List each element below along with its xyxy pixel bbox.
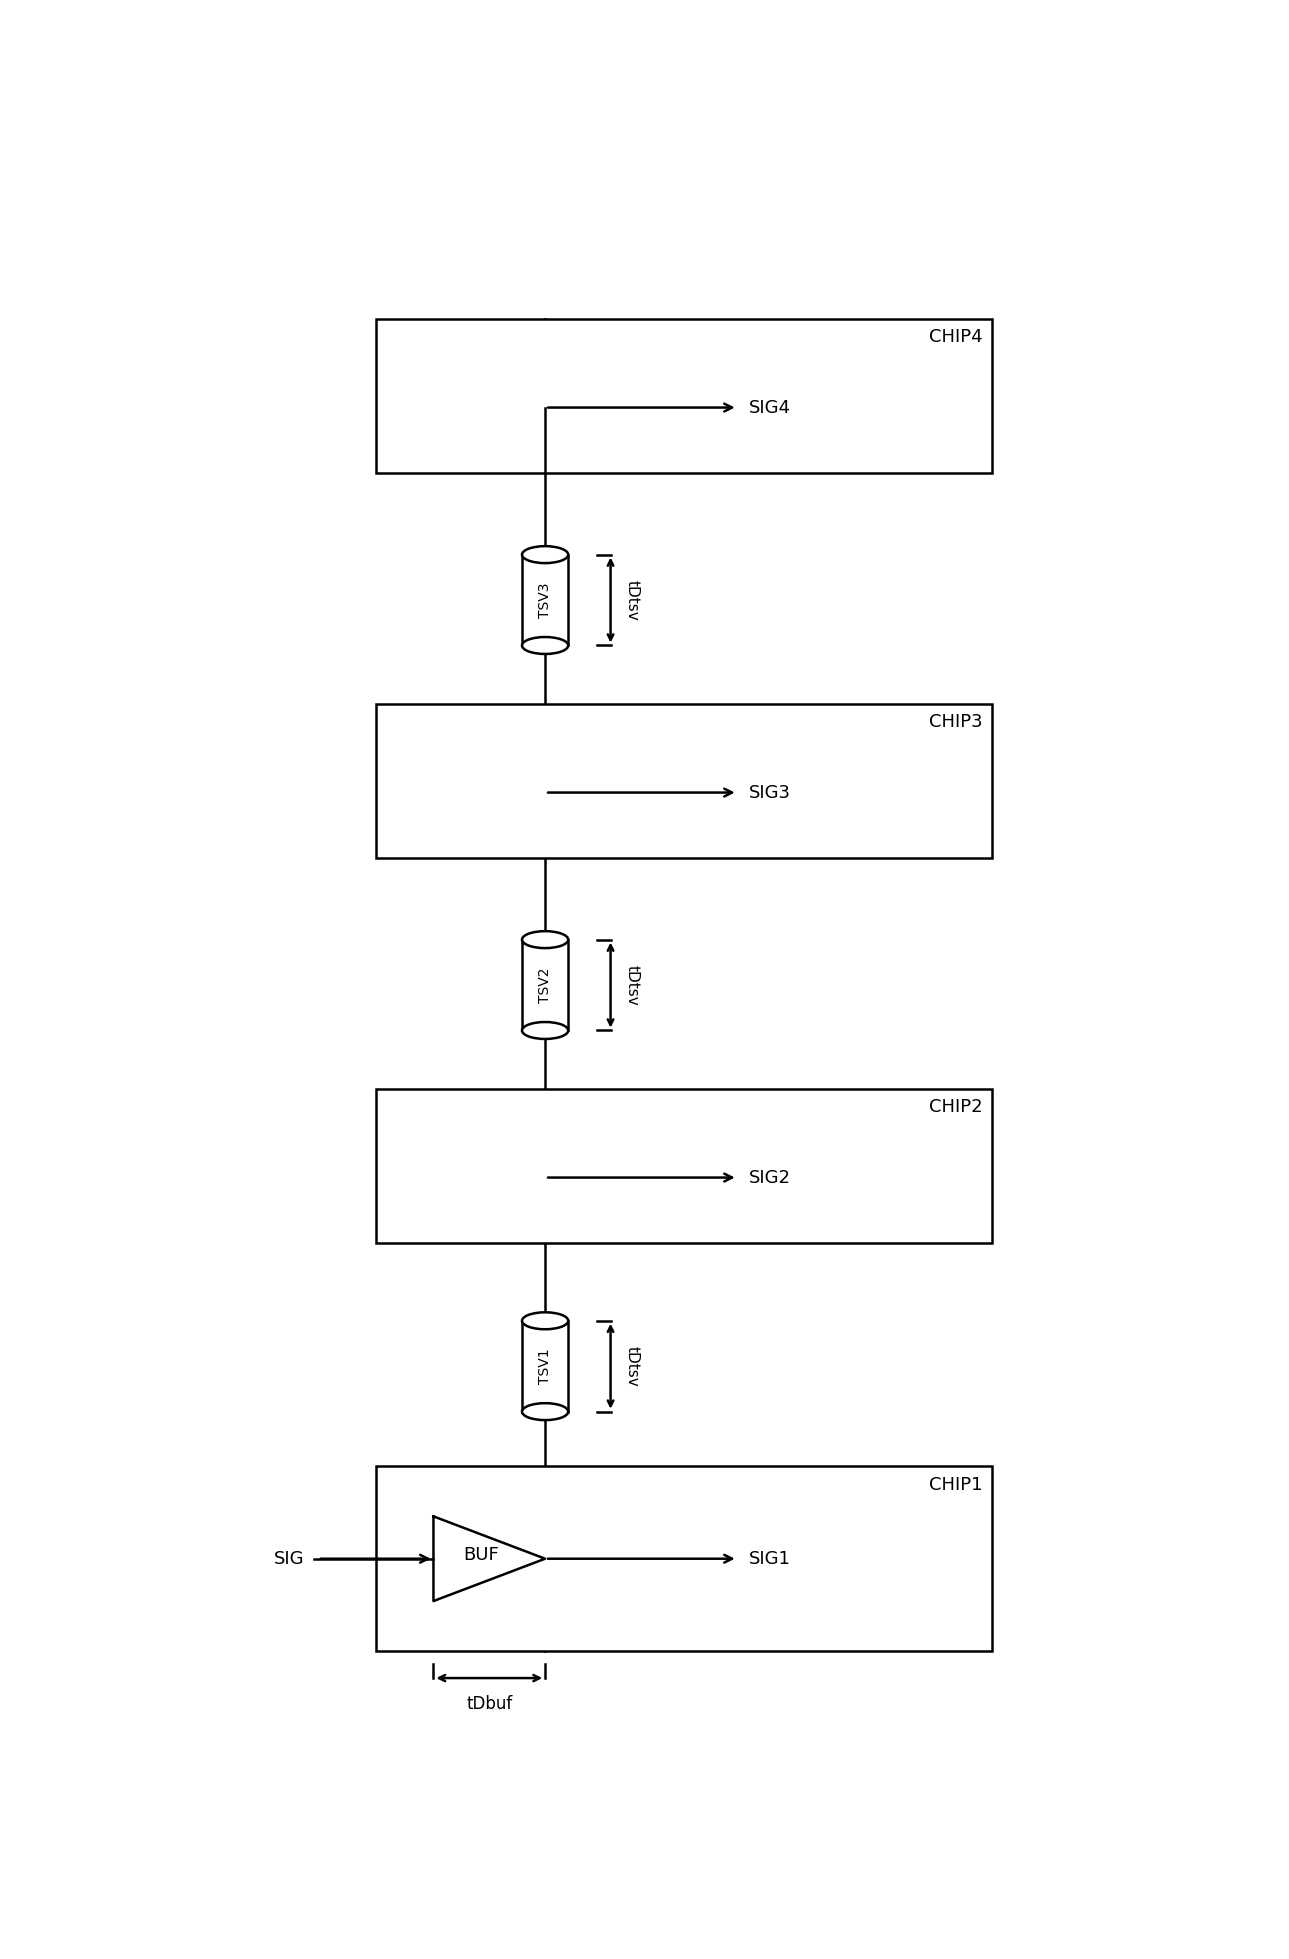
Text: SIG3: SIG3	[749, 784, 791, 801]
Text: SIG: SIG	[275, 1550, 305, 1567]
Text: tDtsv: tDtsv	[625, 1346, 639, 1387]
Text: TSV1: TSV1	[538, 1348, 552, 1383]
Text: CHIP4: CHIP4	[929, 329, 982, 347]
Text: tDbuf: tDbuf	[467, 1695, 513, 1712]
Text: CHIP2: CHIP2	[929, 1099, 982, 1117]
Text: TSV3: TSV3	[538, 582, 552, 617]
Text: SIG4: SIG4	[749, 398, 791, 417]
Text: tDtsv: tDtsv	[625, 580, 639, 621]
Ellipse shape	[522, 931, 568, 948]
Ellipse shape	[522, 1313, 568, 1330]
Bar	[375, 703, 991, 858]
Text: SIG1: SIG1	[749, 1550, 791, 1567]
Ellipse shape	[522, 1023, 568, 1038]
Text: BUF: BUF	[464, 1546, 499, 1563]
Text: CHIP1: CHIP1	[929, 1475, 982, 1493]
Bar	[522, 940, 568, 1030]
Ellipse shape	[522, 1403, 568, 1420]
Bar	[375, 319, 991, 472]
Bar	[522, 554, 568, 645]
Ellipse shape	[522, 637, 568, 654]
Bar	[375, 1465, 991, 1651]
Bar	[522, 1320, 568, 1412]
Text: CHIP3: CHIP3	[929, 713, 982, 731]
Text: tDtsv: tDtsv	[625, 964, 639, 1005]
Ellipse shape	[522, 547, 568, 562]
Bar	[375, 1089, 991, 1244]
Text: SIG2: SIG2	[749, 1170, 791, 1187]
Text: TSV2: TSV2	[538, 968, 552, 1003]
